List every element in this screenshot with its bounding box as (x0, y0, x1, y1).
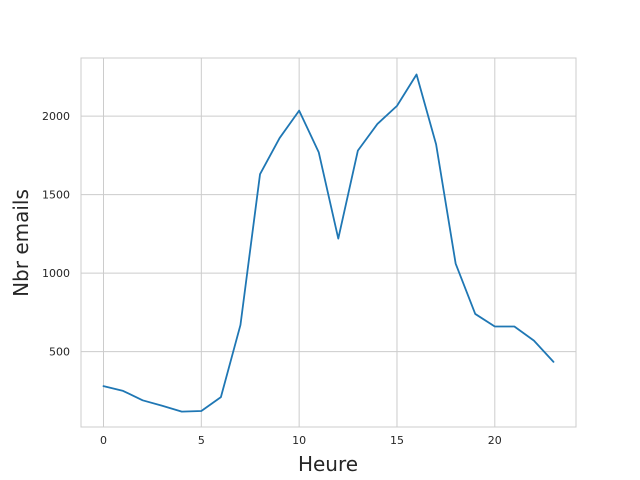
y-tick-label: 500 (49, 346, 70, 359)
y-tick-label: 2000 (42, 110, 70, 123)
x-tick-label: 10 (292, 434, 306, 447)
y-tick-label: 1500 (42, 189, 70, 202)
x-tick-labels: 0 5 10 15 20 (100, 434, 502, 447)
y-grid (81, 115, 576, 353)
x-tick-label: 15 (390, 434, 404, 447)
plot-frame (80, 57, 577, 428)
x-tick-label: 5 (198, 434, 205, 447)
x-axis-label: Heure (298, 452, 358, 476)
y-tick-labels: 500 1000 1500 2000 (42, 110, 70, 359)
x-tick-label: 20 (488, 434, 502, 447)
x-grid (103, 58, 496, 427)
series-layer (102, 73, 555, 413)
y-axis-label: Nbr emails (9, 189, 33, 297)
series-line (102, 73, 555, 413)
x-tick-label: 0 (100, 434, 107, 447)
y-tick-label: 1000 (42, 267, 70, 280)
